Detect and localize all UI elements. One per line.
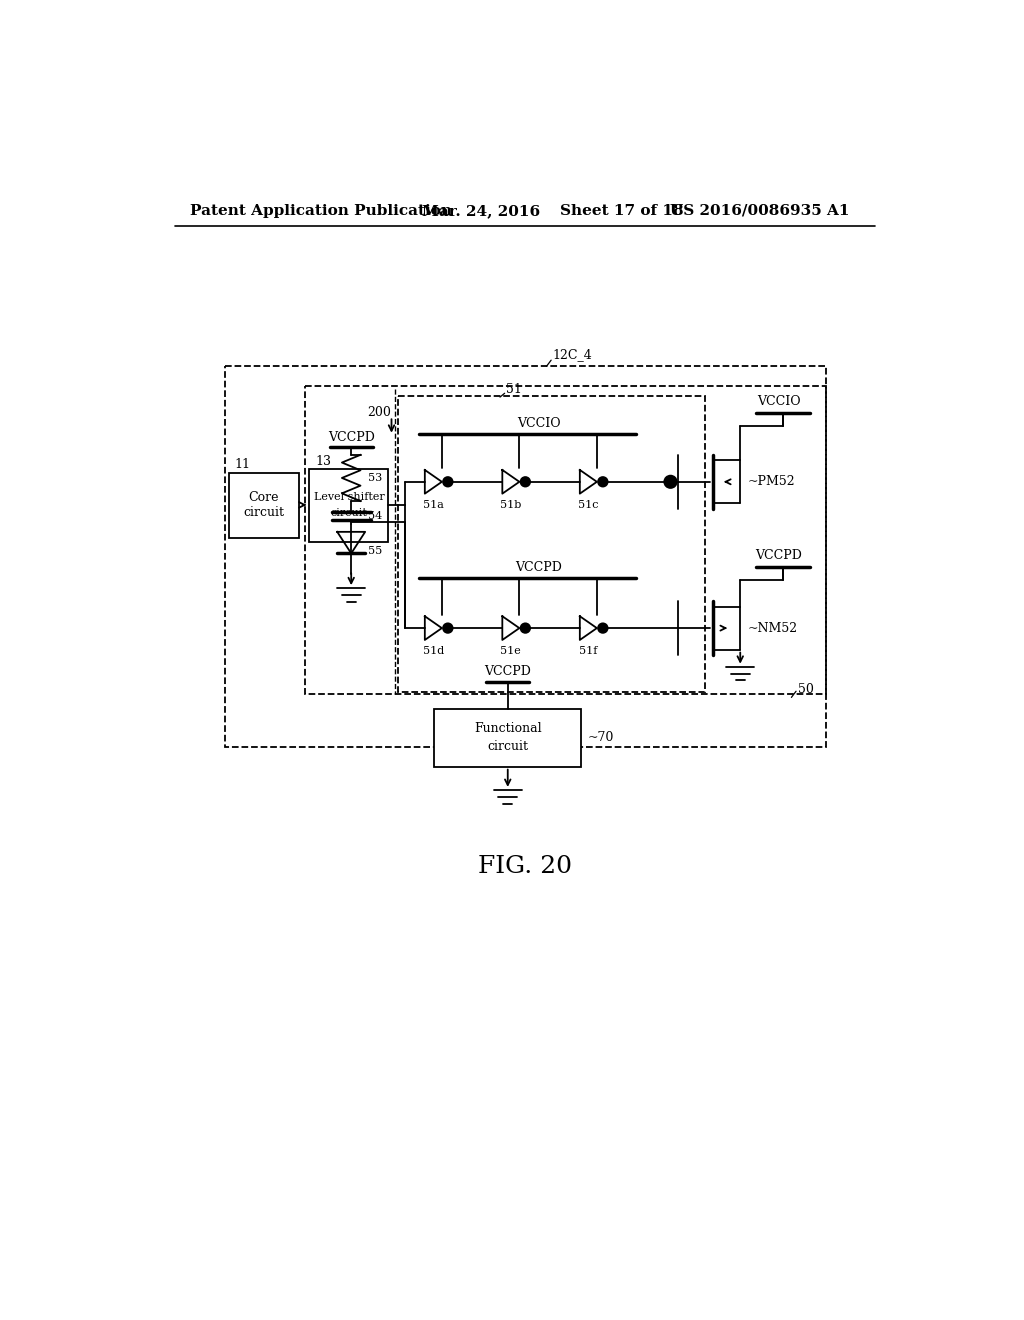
Circle shape	[598, 623, 607, 632]
Text: Sheet 17 of 18: Sheet 17 of 18	[560, 203, 684, 218]
Bar	[434, 709, 582, 767]
Circle shape	[520, 623, 530, 632]
Text: circuit: circuit	[331, 508, 368, 517]
Text: 51b: 51b	[500, 500, 521, 510]
Text: VCCIO: VCCIO	[517, 417, 560, 430]
Text: Functional: Functional	[474, 722, 542, 735]
Text: 51c: 51c	[579, 500, 599, 510]
Text: 13: 13	[315, 454, 332, 467]
Text: 50: 50	[799, 684, 814, 696]
Text: Level shifter: Level shifter	[313, 492, 384, 502]
Circle shape	[665, 475, 677, 488]
Text: Patent Application Publication: Patent Application Publication	[190, 203, 452, 218]
Bar	[228, 473, 299, 539]
Text: 200: 200	[368, 407, 391, 418]
Text: circuit: circuit	[243, 506, 284, 519]
Text: 51a: 51a	[423, 500, 443, 510]
Text: 54: 54	[369, 511, 383, 520]
Bar	[398, 396, 706, 692]
Text: 12C_4: 12C_4	[553, 348, 593, 362]
Text: VCCPD: VCCPD	[328, 430, 375, 444]
Text: 51d: 51d	[423, 647, 444, 656]
Text: ~NM52: ~NM52	[748, 622, 798, 635]
Text: ~PM52: ~PM52	[748, 475, 796, 488]
Circle shape	[443, 623, 453, 632]
Text: circuit: circuit	[487, 741, 528, 754]
Text: VCCIO: VCCIO	[757, 395, 801, 408]
Circle shape	[520, 477, 530, 487]
Text: 11: 11	[234, 458, 251, 471]
Text: 55: 55	[369, 546, 383, 556]
Circle shape	[443, 477, 453, 487]
Text: 53: 53	[369, 473, 383, 483]
Text: 51e: 51e	[501, 647, 521, 656]
Text: 51: 51	[506, 383, 522, 396]
Text: Mar. 24, 2016: Mar. 24, 2016	[423, 203, 541, 218]
Bar	[305, 385, 825, 693]
Text: ~70: ~70	[588, 731, 614, 744]
Text: 51f: 51f	[580, 647, 598, 656]
Text: Core: Core	[249, 491, 279, 504]
Bar	[309, 469, 388, 541]
Circle shape	[598, 477, 607, 487]
Text: FIG. 20: FIG. 20	[478, 855, 571, 878]
Bar	[225, 367, 825, 747]
Text: US 2016/0086935 A1: US 2016/0086935 A1	[671, 203, 850, 218]
Text: VCCPD: VCCPD	[484, 665, 531, 677]
Text: VCCPD: VCCPD	[756, 549, 803, 562]
Text: VCCPD: VCCPD	[515, 561, 562, 574]
